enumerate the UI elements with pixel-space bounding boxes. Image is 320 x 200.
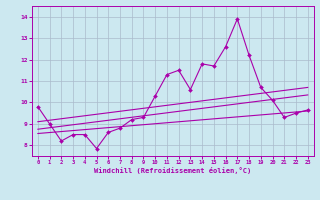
X-axis label: Windchill (Refroidissement éolien,°C): Windchill (Refroidissement éolien,°C) [94,167,252,174]
